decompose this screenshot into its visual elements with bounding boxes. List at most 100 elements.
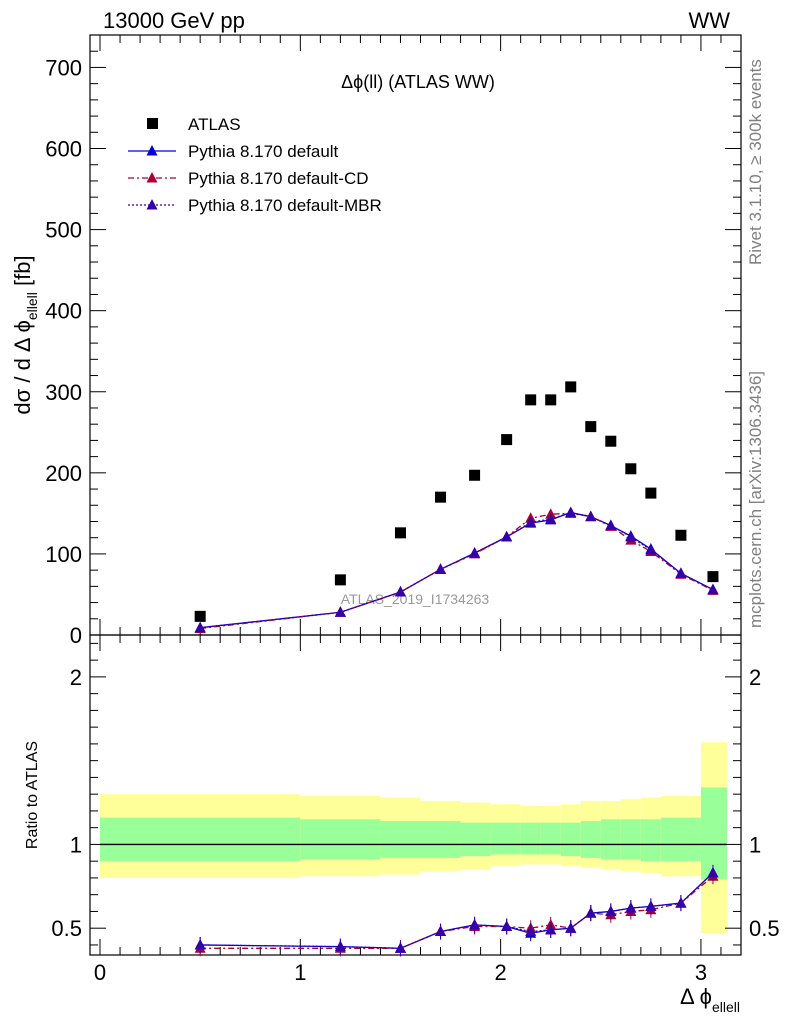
- atlas-data-point: [525, 394, 537, 406]
- uncertainty-band-green: [640, 819, 661, 862]
- atlas-data-point: [675, 529, 687, 541]
- y-tick-label: 300: [45, 380, 82, 405]
- legend: ATLAS Pythia 8.170 default Pythia 8.170 de…: [128, 115, 382, 215]
- mc-curve: [200, 511, 714, 629]
- ratio-point: [194, 938, 206, 950]
- y-tick-label: 100: [45, 542, 82, 567]
- atlas-data-point: [645, 487, 657, 499]
- ratio-point: [545, 923, 557, 935]
- legend-label: Pythia 8.170 default: [188, 142, 339, 161]
- x-axis-label-sub: ellell: [712, 999, 740, 1015]
- atlas-data-point: [565, 381, 577, 393]
- ratio-curve: [200, 872, 714, 949]
- x-axis-label-main: Δ ϕ: [680, 984, 712, 1009]
- uncertainty-band-green: [420, 820, 461, 858]
- ratio-y-axis-label: Ratio to ATLAS: [24, 741, 41, 849]
- legend-marker: [146, 145, 158, 156]
- mc-point: [675, 567, 687, 578]
- atlas-data-point: [469, 469, 481, 481]
- atlas-data-point: [625, 463, 637, 475]
- y-axis-label-main: dσ / d Δ ϕ: [10, 320, 35, 414]
- ratio-y-tick-label-left: 2: [70, 665, 82, 690]
- mc-point: [334, 606, 346, 617]
- ratio-y-tick-label-right: 2: [749, 665, 761, 690]
- mc-point: [525, 516, 537, 527]
- x-tick-label: 3: [695, 960, 707, 985]
- mc-point: [585, 510, 597, 522]
- uncertainty-band-green: [560, 822, 581, 857]
- uncertainty-band-green: [300, 819, 381, 860]
- uncertainty-band-green: [700, 787, 727, 880]
- uncertainty-band-green: [660, 817, 701, 862]
- plot-title: Δϕ(ll) (ATLAS WW): [341, 72, 495, 92]
- mc-point: [435, 563, 447, 574]
- ratio-point: [707, 866, 719, 878]
- series-0: [194, 381, 719, 622]
- legend-label: Pythia 8.170 default-MBR: [188, 196, 382, 215]
- x-tick-label: 2: [495, 960, 507, 985]
- uncertainty-band-green: [490, 822, 521, 855]
- series-3: [194, 506, 719, 633]
- mc-point: [605, 519, 617, 531]
- mc-point: [545, 513, 557, 524]
- y-tick-label: 200: [45, 461, 82, 486]
- ratio-y-tick-label-left: 1: [70, 832, 82, 857]
- y-axis-label-sub: ellell: [24, 292, 40, 320]
- mc-point: [645, 543, 657, 555]
- ratio-point: [565, 922, 577, 933]
- ratio-point: [394, 942, 406, 953]
- x-tick-label: 1: [294, 960, 306, 985]
- series-1: [194, 506, 719, 633]
- ratio-point: [675, 897, 687, 908]
- uncertainty-band-green: [600, 819, 621, 860]
- atlas-data-point: [545, 394, 557, 406]
- uncertainty-band-green: [100, 817, 301, 862]
- ratio-point: [645, 900, 657, 911]
- uncertainty-band-green: [620, 819, 641, 860]
- rivet-version-note: Rivet 3.1.10, ≥ 300k events: [746, 59, 765, 265]
- mc-point: [469, 547, 481, 558]
- y-tick-label: 500: [45, 218, 82, 243]
- ratio-point: [469, 918, 481, 930]
- mc-curve: [200, 512, 714, 630]
- y-axis-label: dσ / d Δ ϕellell [fb]: [10, 255, 40, 414]
- ratio-curve: [200, 872, 714, 949]
- ratio-y-tick-label-right: 0.5: [749, 916, 780, 941]
- mc-curve: [200, 511, 714, 629]
- ratio-series-2: [194, 864, 719, 957]
- uncertainty-band-green: [520, 822, 541, 855]
- header-right: WW: [688, 8, 730, 33]
- ratio-point: [585, 907, 597, 918]
- ratio-point: [625, 902, 637, 913]
- ratio-point: [605, 905, 617, 916]
- y-tick-label: 600: [45, 137, 82, 162]
- x-axis-label: Δ ϕellell: [680, 984, 740, 1015]
- series-2: [194, 507, 719, 634]
- mcplots-reference: mcplots.cern.ch [arXiv:1306.3436]: [746, 371, 765, 628]
- atlas-data-point: [394, 527, 406, 539]
- mc-point: [194, 621, 206, 633]
- legend-marker: [147, 118, 158, 129]
- atlas-data-point: [194, 610, 206, 622]
- mc-point: [501, 530, 513, 542]
- y-tick-label: 400: [45, 299, 82, 324]
- y-tick-label: 700: [45, 55, 82, 80]
- header-left: 13000 GeV pp: [103, 8, 245, 33]
- x-tick-label: 0: [94, 960, 106, 985]
- ratio-y-tick-label-left: 0.5: [51, 916, 82, 941]
- mc-point: [394, 586, 406, 597]
- atlas-data-point: [605, 435, 617, 447]
- legend-label: ATLAS: [188, 115, 241, 134]
- atlas-data-point: [334, 574, 346, 586]
- ratio-y-tick-label-right: 1: [749, 832, 761, 857]
- mc-point: [625, 530, 637, 542]
- bottom-frame: [89, 634, 742, 956]
- mc-point: [565, 506, 577, 518]
- uncertainty-band-green: [380, 820, 421, 858]
- uncertainty-band-green: [580, 820, 601, 858]
- mc-point: [707, 583, 719, 595]
- legend-marker: [146, 172, 158, 183]
- y-axis-label-unit: [fb]: [10, 255, 35, 292]
- y-tick-label: 0: [70, 623, 82, 648]
- uncertainty-band-green: [540, 822, 561, 855]
